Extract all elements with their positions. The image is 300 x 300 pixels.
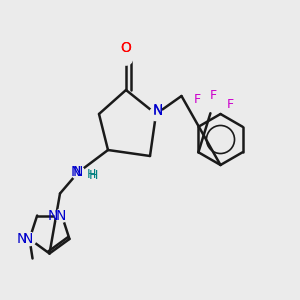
Text: N: N (152, 103, 163, 116)
Text: N: N (23, 232, 33, 246)
Text: N: N (73, 166, 83, 179)
Text: H: H (88, 169, 98, 182)
Circle shape (119, 52, 133, 65)
Text: N: N (48, 208, 58, 223)
Circle shape (71, 166, 85, 179)
Circle shape (23, 232, 36, 246)
Circle shape (149, 107, 163, 121)
Text: O: O (121, 41, 131, 56)
Text: F: F (226, 98, 233, 111)
Text: N: N (55, 208, 65, 223)
Text: H: H (87, 168, 96, 182)
Text: O: O (121, 41, 131, 56)
Circle shape (55, 209, 68, 222)
Text: N: N (17, 232, 27, 246)
Text: N: N (152, 104, 163, 118)
Text: N: N (70, 166, 81, 179)
Text: F: F (194, 93, 200, 106)
Text: F: F (210, 89, 217, 102)
